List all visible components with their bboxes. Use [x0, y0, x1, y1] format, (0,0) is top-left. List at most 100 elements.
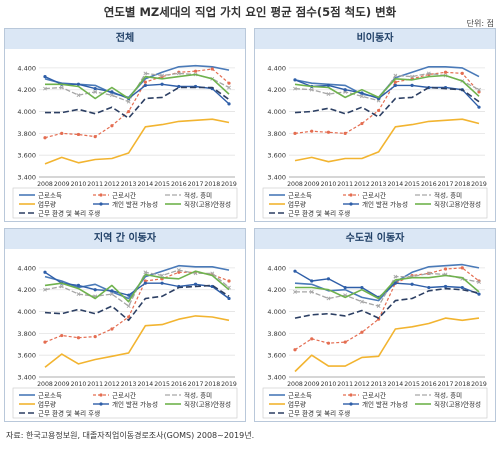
data-point: [76, 292, 81, 297]
data-point: [110, 327, 114, 331]
y-tick-label: 3.800: [267, 130, 286, 138]
panel-title: 수도권 이동자: [255, 229, 495, 249]
data-point: [326, 130, 331, 134]
data-point: [293, 348, 297, 352]
legend-label: 적성, 흥미: [434, 390, 462, 399]
x-tick-label: 2013: [371, 181, 387, 188]
x-tick-label: 2015: [154, 381, 170, 388]
data-point: [60, 131, 64, 135]
data-point: [377, 108, 381, 113]
data-point: [160, 273, 165, 278]
x-tick-label: 2010: [71, 181, 87, 188]
y-tick-label: 3.400: [17, 374, 36, 382]
data-point: [343, 340, 347, 344]
chart-panel: 수도권 이동자 3.400 3.600 3.800 4.000 4.200 4.400 20…: [254, 228, 496, 422]
data-point: [127, 293, 131, 297]
y-tick-label: 3.800: [17, 130, 36, 138]
data-point: [410, 282, 414, 286]
legend-label: 근로시간: [362, 390, 386, 399]
legend-label: 근로소득: [288, 391, 312, 399]
data-point: [76, 336, 81, 340]
data-point: [460, 71, 464, 75]
data-point: [293, 289, 297, 294]
y-tick-label: 3.600: [267, 352, 286, 360]
y-tick-label: 4.000: [17, 308, 36, 316]
legend-label: 직장(고용)안정성: [184, 199, 231, 208]
x-tick-label: 2018: [204, 381, 220, 388]
y-tick-label: 3.600: [267, 152, 286, 160]
data-point: [293, 131, 297, 135]
legend-label: 개인 발전 가능성: [362, 399, 408, 408]
series-line: [44, 271, 230, 343]
x-tick-label: 2017: [188, 381, 204, 388]
data-point: [160, 73, 165, 78]
legend-label: 업무량: [38, 400, 56, 408]
data-point: [110, 90, 114, 94]
data-point: [110, 124, 114, 128]
legend-marker: [349, 402, 353, 406]
legend-label: 적성, 흥미: [184, 190, 212, 199]
x-tick-label: 2014: [137, 181, 153, 188]
legend-marker: [349, 202, 353, 206]
x-tick-label: 2013: [121, 181, 137, 188]
data-point: [176, 268, 181, 273]
data-point: [193, 69, 198, 73]
x-tick-label: 2011: [87, 181, 103, 188]
x-tick-label: 2015: [154, 181, 170, 188]
data-point: [376, 304, 381, 309]
legend-box: [262, 387, 488, 419]
legend-marker: [349, 393, 353, 397]
series-line: [295, 272, 480, 307]
data-point: [393, 83, 397, 87]
data-point: [227, 81, 231, 85]
data-point: [393, 80, 397, 84]
data-point: [410, 74, 415, 79]
data-point: [227, 85, 231, 90]
data-point: [227, 102, 231, 106]
data-point: [60, 333, 64, 338]
data-point: [426, 271, 431, 276]
legend-marker: [349, 193, 353, 197]
data-point: [443, 284, 448, 289]
data-point: [227, 279, 231, 283]
data-point: [93, 135, 97, 139]
y-tick-label: 3.400: [267, 174, 286, 182]
series-line: [294, 287, 480, 319]
data-point: [143, 270, 148, 275]
data-point: [426, 71, 431, 76]
data-point: [76, 93, 81, 98]
data-point: [443, 267, 448, 271]
x-tick-label: 2013: [121, 381, 137, 388]
data-point: [343, 285, 347, 290]
chart-main-title: 연도별 MZ세대의 직업 가치 요인 평균 점수(5점 척도) 변화: [103, 5, 397, 19]
data-point: [59, 85, 64, 90]
y-tick-label: 4.000: [267, 108, 286, 116]
y-tick-label: 4.400: [17, 64, 36, 72]
x-tick-label: 2008: [287, 381, 303, 388]
series-line: [294, 71, 480, 135]
legend-marker: [99, 393, 103, 397]
legend-label: 근무 환경 및 복리 후생: [38, 208, 100, 217]
data-point: [326, 296, 331, 301]
data-point: [93, 335, 97, 339]
data-point: [310, 279, 314, 283]
data-point: [359, 299, 364, 304]
data-point: [443, 70, 448, 74]
y-tick-label: 4.000: [17, 108, 36, 116]
data-point: [127, 109, 131, 114]
unit-label: 단위: 점: [466, 19, 494, 28]
data-point: [309, 289, 314, 294]
data-point: [143, 80, 147, 84]
legend-label: 근로시간: [112, 190, 136, 199]
x-tick-label: 2018: [454, 181, 470, 188]
data-point: [293, 86, 297, 91]
series-line: [294, 74, 480, 99]
data-point: [393, 281, 397, 285]
data-point: [309, 87, 314, 92]
legend-label: 개인 발전 가능성: [112, 399, 158, 408]
x-tick-label: 2011: [87, 381, 103, 388]
legend-label: 근무 환경 및 복리 후생: [288, 208, 350, 217]
data-point: [293, 269, 297, 273]
